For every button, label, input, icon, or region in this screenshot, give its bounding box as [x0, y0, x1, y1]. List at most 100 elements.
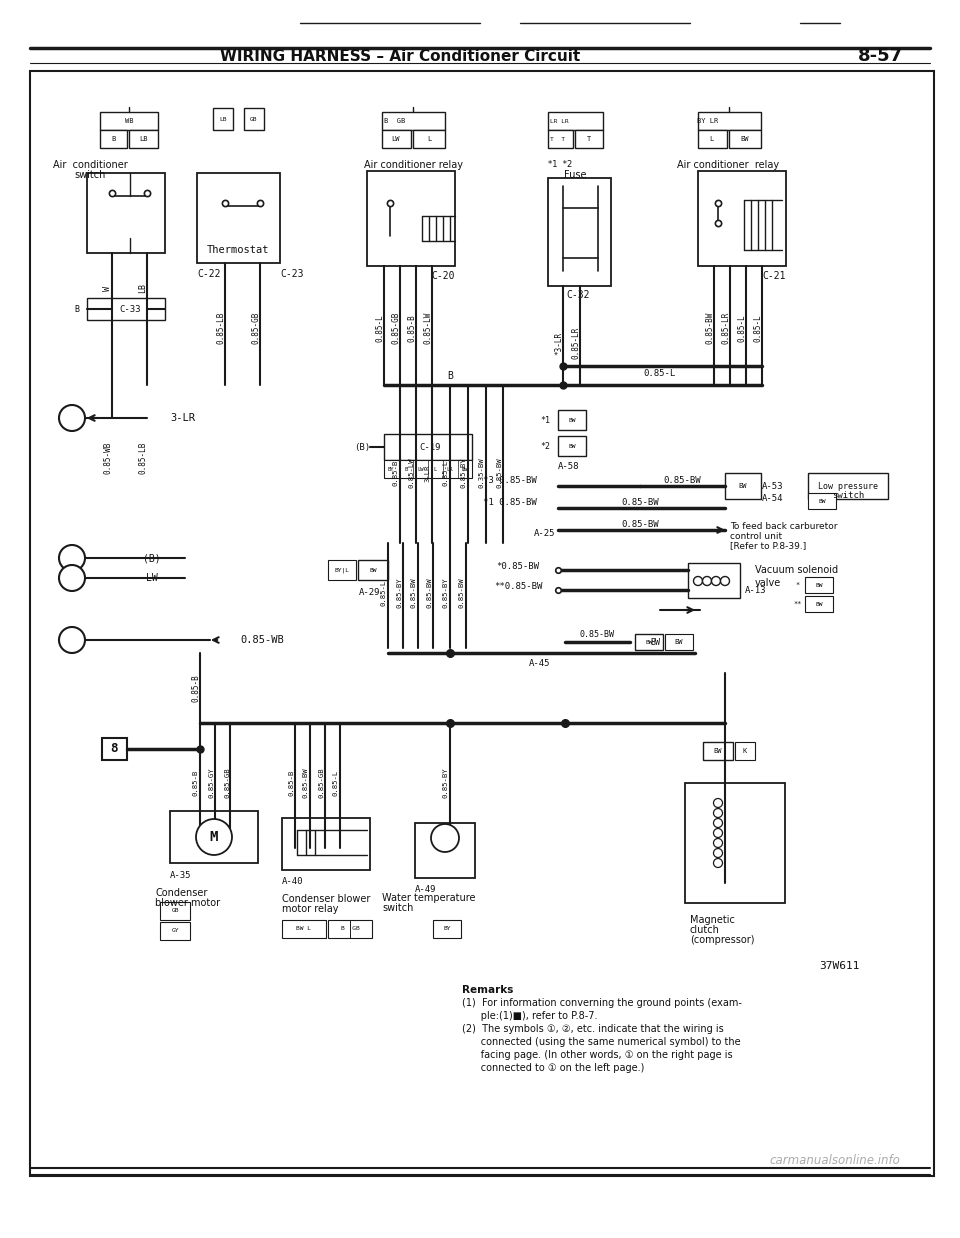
Circle shape: [721, 577, 730, 586]
Text: K: K: [743, 748, 747, 754]
Bar: [213, 108, 233, 130]
Text: BW: BW: [675, 639, 684, 645]
Text: 0.85-LB: 0.85-LB: [138, 442, 148, 474]
Text: B: B: [404, 467, 407, 472]
Bar: [384, 435, 472, 461]
Text: 0.85-WB: 0.85-WB: [240, 635, 284, 645]
Text: 0.85-BY: 0.85-BY: [443, 768, 449, 799]
Text: A-45: A-45: [529, 659, 551, 667]
Bar: [805, 595, 833, 612]
Text: [Refer to P.8-39.]: [Refer to P.8-39.]: [730, 541, 806, 551]
Text: A-58: A-58: [558, 462, 580, 470]
Text: (1)  For information converning the ground points (exam-: (1) For information converning the groun…: [462, 998, 742, 1008]
Text: Vacuum solenoid: Vacuum solenoid: [755, 565, 838, 574]
Text: 0.85-GB: 0.85-GB: [318, 768, 324, 799]
Text: A-53: A-53: [762, 482, 783, 490]
Text: 8-57: 8-57: [857, 47, 902, 66]
Text: valve: valve: [755, 578, 781, 588]
Text: GB: GB: [251, 116, 257, 121]
Text: C-33: C-33: [119, 305, 141, 313]
Bar: [635, 634, 663, 650]
Text: 0.85-B: 0.85-B: [193, 770, 199, 796]
Text: BW: BW: [568, 417, 576, 422]
Text: 8: 8: [110, 743, 118, 755]
Bar: [382, 130, 411, 149]
Text: ④: ④: [68, 634, 76, 646]
Polygon shape: [725, 106, 733, 111]
Bar: [129, 130, 158, 149]
Text: C-19: C-19: [420, 442, 441, 452]
Text: 0.85-L: 0.85-L: [644, 369, 676, 378]
Circle shape: [713, 858, 723, 868]
Circle shape: [59, 545, 85, 571]
Text: Thermostat: Thermostat: [206, 245, 269, 255]
Text: L: L: [708, 136, 713, 142]
Bar: [100, 130, 127, 149]
Text: BY: BY: [444, 926, 451, 931]
Text: 0.85-L: 0.85-L: [737, 314, 747, 342]
Text: WB: WB: [125, 118, 133, 124]
Text: *1  *2: *1 *2: [548, 160, 572, 170]
Text: 0.35-BW: 0.35-BW: [479, 458, 485, 488]
Text: L: L: [427, 136, 431, 142]
Text: 0.85-B: 0.85-B: [393, 459, 399, 487]
Text: 0.85-BY: 0.85-BY: [443, 578, 449, 608]
Bar: [433, 920, 461, 938]
Text: BW: BW: [818, 499, 826, 504]
Bar: [685, 782, 785, 903]
Text: LR: LR: [446, 467, 453, 472]
Text: 0.85-BW: 0.85-BW: [426, 578, 432, 608]
Text: BW: BW: [741, 136, 749, 142]
Text: *: *: [796, 582, 800, 588]
Text: **0.85-BW: **0.85-BW: [493, 582, 542, 591]
Text: 0.85-BW: 0.85-BW: [303, 768, 309, 799]
Text: 0.85-LR: 0.85-LR: [571, 327, 581, 359]
Circle shape: [713, 818, 723, 827]
Text: 3-LR: 3-LR: [425, 464, 431, 482]
Text: LB: LB: [219, 116, 227, 121]
Text: Water temperature: Water temperature: [382, 893, 475, 903]
Polygon shape: [125, 106, 133, 111]
Text: C-22: C-22: [197, 269, 221, 279]
Text: B: B: [447, 371, 453, 381]
Text: GB: GB: [171, 909, 179, 914]
Text: GY: GY: [171, 928, 179, 933]
Text: 0.85-BW: 0.85-BW: [459, 578, 465, 608]
Text: T: T: [587, 136, 591, 142]
Bar: [367, 171, 455, 266]
Circle shape: [713, 808, 723, 817]
Bar: [808, 493, 836, 509]
Circle shape: [59, 565, 85, 591]
Circle shape: [59, 405, 85, 431]
Bar: [665, 634, 693, 650]
Text: 0.85-BW: 0.85-BW: [663, 475, 701, 484]
Bar: [413, 130, 445, 149]
Text: BY LR: BY LR: [697, 118, 719, 124]
Text: connected to ① on the left page.): connected to ① on the left page.): [462, 1063, 644, 1073]
Circle shape: [713, 838, 723, 848]
Circle shape: [431, 825, 459, 852]
Text: BW: BW: [713, 748, 722, 754]
Text: ③: ③: [68, 572, 76, 584]
Text: LW: LW: [146, 573, 157, 583]
Text: B  GB: B GB: [384, 118, 406, 124]
Text: B: B: [110, 136, 115, 142]
Bar: [548, 111, 603, 130]
Text: A-25: A-25: [535, 529, 556, 537]
Bar: [698, 111, 761, 130]
Text: B  GB: B GB: [341, 926, 359, 931]
Bar: [698, 130, 727, 149]
Bar: [328, 920, 372, 938]
Text: Low pressure: Low pressure: [818, 482, 878, 490]
Text: BW: BW: [645, 640, 653, 645]
Text: (B): (B): [354, 442, 370, 452]
Circle shape: [693, 577, 703, 586]
Text: Air  conditioner: Air conditioner: [53, 160, 128, 170]
Bar: [703, 742, 733, 760]
Text: C-23: C-23: [280, 269, 303, 279]
Text: 0.85-GB: 0.85-GB: [252, 312, 260, 344]
Bar: [688, 563, 740, 598]
Text: 0.85-L: 0.85-L: [381, 579, 387, 607]
Text: *2: *2: [540, 442, 550, 451]
Bar: [735, 742, 755, 760]
